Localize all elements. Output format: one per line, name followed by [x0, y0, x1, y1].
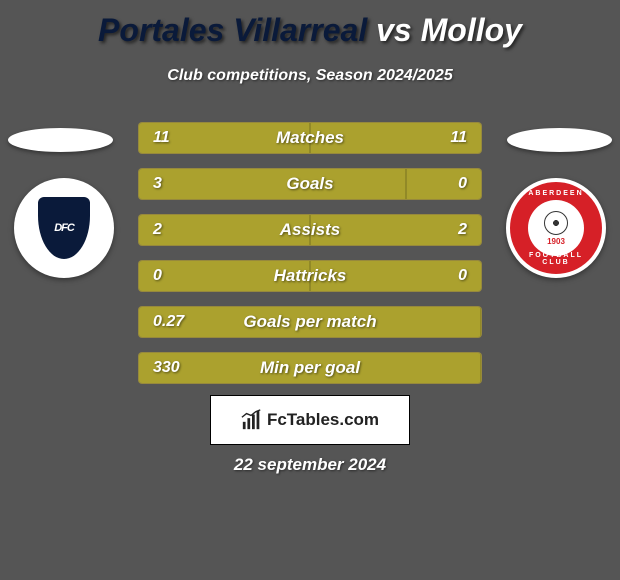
stat-row: 2Assists2 [138, 214, 482, 246]
footer-date: 22 september 2024 [0, 455, 620, 475]
stat-row: 0Hattricks0 [138, 260, 482, 292]
page-title: Portales Villarreal vs Molloy [0, 0, 620, 49]
club-crest-right: ABERDEEN FOOTBALL CLUB 1903 [506, 178, 606, 278]
site-name: FcTables.com [267, 410, 379, 430]
crest-ring-bottom: FOOTBALL CLUB [516, 252, 596, 266]
player-b-name: Molloy [421, 12, 522, 48]
chart-icon [241, 409, 263, 431]
stat-row: 11Matches11 [138, 122, 482, 154]
stat-row: 3Goals0 [138, 168, 482, 200]
crest-inner: 1903 [528, 200, 584, 256]
stat-value-left: 11 [139, 129, 203, 147]
stat-value-left: 0.27 [139, 313, 203, 331]
vs-text: vs [376, 12, 412, 48]
stat-value-left: 330 [139, 359, 203, 377]
stat-bar-right [480, 307, 481, 337]
stat-value-right: 0 [417, 175, 481, 193]
flag-left [8, 128, 113, 152]
club-crest-left: DFC [14, 178, 114, 278]
stat-label: Goals per match [203, 312, 417, 332]
football-icon [544, 211, 568, 235]
crest-ring: ABERDEEN FOOTBALL CLUB [516, 188, 596, 268]
stat-row: 0.27Goals per match [138, 306, 482, 338]
stat-row: 330Min per goal [138, 352, 482, 384]
shield-icon: DFC [38, 197, 90, 259]
flag-right [507, 128, 612, 152]
site-logo: FcTables.com [210, 395, 410, 445]
crest-ring-top: ABERDEEN [516, 190, 596, 197]
stat-label: Matches [203, 128, 417, 148]
stat-label: Goals [203, 174, 417, 194]
stat-value-right: 11 [417, 129, 481, 147]
stat-value-left: 3 [139, 175, 203, 193]
subtitle: Club competitions, Season 2024/2025 [0, 67, 620, 85]
stat-value-right: 0 [417, 267, 481, 285]
stat-value-right: 2 [417, 221, 481, 239]
player-a-name: Portales Villarreal [98, 12, 367, 48]
stat-label: Min per goal [203, 358, 417, 378]
stat-value-left: 2 [139, 221, 203, 239]
stat-label: Assists [203, 220, 417, 240]
crest-left-initials: DFC [54, 222, 74, 234]
crest-year: 1903 [547, 237, 565, 246]
stat-label: Hattricks [203, 266, 417, 286]
stat-value-left: 0 [139, 267, 203, 285]
stats-container: 11Matches113Goals02Assists20Hattricks00.… [138, 122, 482, 384]
stat-bar-right [480, 353, 481, 383]
